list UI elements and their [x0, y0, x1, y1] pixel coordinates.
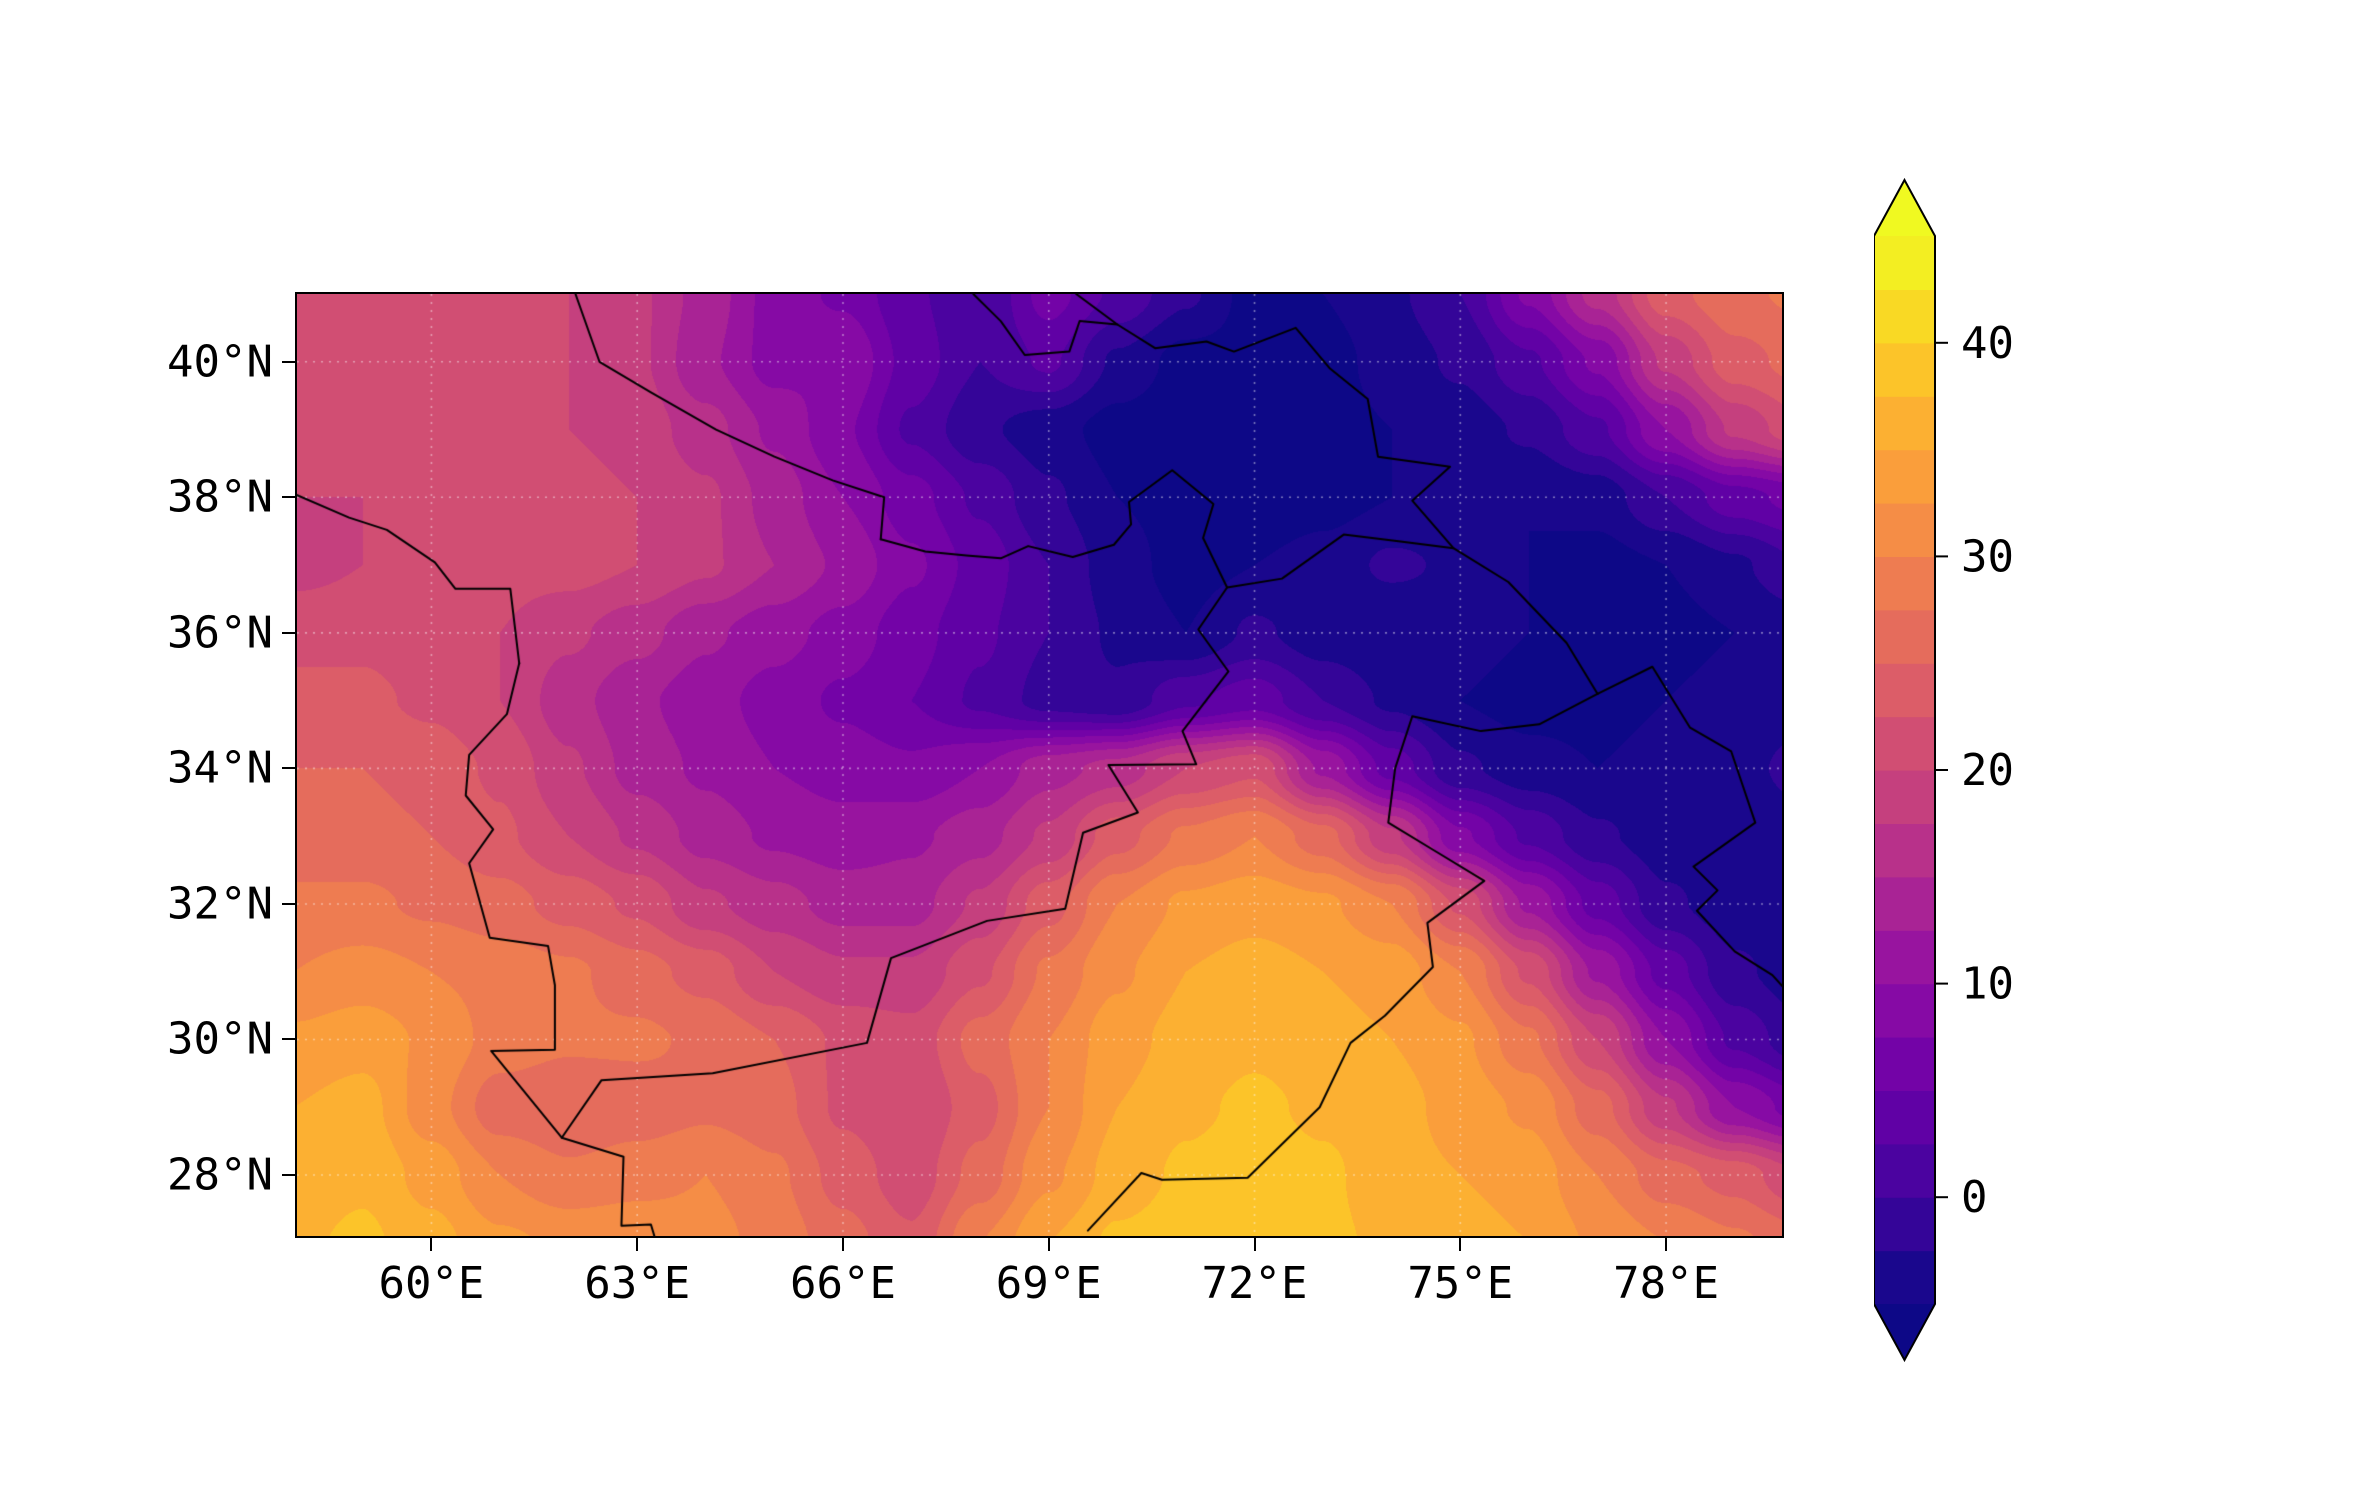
- colorbar-tick-label: 20: [1961, 745, 2014, 796]
- x-axis: 60°E 63°E 66°E 69°E 72°E 75°E 78°E: [297, 1238, 1782, 1328]
- map-plot-area: [295, 292, 1784, 1238]
- colorbar-tick-label: 40: [1961, 318, 2014, 369]
- colorbar-band: [1874, 556, 1935, 611]
- colorbar-under-arrow: [1874, 1304, 1935, 1360]
- colorbar-band: [1874, 449, 1935, 504]
- colorbar-band: [1874, 930, 1935, 985]
- colorbar-band: [1874, 503, 1935, 557]
- colorbar-band: [1874, 663, 1935, 718]
- colorbar-tick-label: 30: [1961, 531, 2014, 582]
- colorbar-band: [1874, 716, 1935, 771]
- y-tick-label: 30°N: [167, 1013, 273, 1065]
- colorbar-band: [1874, 342, 1935, 397]
- x-tick-label: 72°E: [1201, 1258, 1308, 1309]
- colorbar-tick-label: 0: [1961, 1172, 1988, 1223]
- colorbar-band: [1874, 1143, 1935, 1198]
- y-tick-label: 28°N: [167, 1149, 273, 1201]
- colorbar-band: [1874, 823, 1935, 878]
- colorbar: 40 30 20 10 0: [1874, 177, 2014, 1363]
- y-tick-label: 40°N: [167, 336, 273, 388]
- colorbar-band: [1874, 609, 1935, 664]
- x-tick-mark: [1459, 1238, 1462, 1251]
- x-tick-mark: [636, 1238, 639, 1251]
- y-tick-mark: [282, 496, 295, 499]
- colorbar-band: [1874, 983, 1935, 1038]
- y-tick-label: 32°N: [167, 878, 273, 930]
- colorbar-band: [1874, 289, 1935, 344]
- colorbar-over-arrow: [1874, 180, 1935, 236]
- x-tick-mark: [1253, 1238, 1256, 1251]
- x-tick-mark: [841, 1238, 844, 1251]
- x-tick-mark: [1665, 1238, 1668, 1251]
- x-tick-mark: [430, 1238, 433, 1251]
- x-tick-label: 66°E: [790, 1258, 896, 1309]
- colorbar-band: [1874, 236, 1935, 290]
- y-tick-mark: [282, 1038, 295, 1041]
- y-tick-label: 38°N: [167, 471, 273, 523]
- x-tick-label: 69°E: [995, 1258, 1102, 1309]
- x-tick-mark: [1047, 1238, 1050, 1251]
- colorbar-band: [1874, 770, 1935, 824]
- colorbar-band: [1874, 1197, 1935, 1252]
- x-tick-label: 63°E: [584, 1258, 691, 1309]
- y-tick-mark: [282, 767, 295, 770]
- y-tick-label: 34°N: [167, 742, 273, 794]
- x-tick-label: 78°E: [1613, 1258, 1720, 1309]
- y-tick-mark: [282, 631, 295, 634]
- y-tick-mark: [282, 360, 295, 363]
- y-tick-mark: [282, 1174, 295, 1176]
- y-tick-mark: [282, 902, 295, 905]
- x-tick-label: 75°E: [1407, 1258, 1514, 1309]
- y-axis: 40°N 38°N 36°N 34°N 32°N 30°N 28°N: [0, 294, 295, 1236]
- colorbar-tick-label: 10: [1961, 959, 2014, 1010]
- colorbar-band: [1874, 1090, 1935, 1145]
- colorbar-outline: [1874, 177, 1936, 1363]
- colorbar-band: [1874, 876, 1935, 931]
- x-tick-label: 60°E: [378, 1258, 485, 1309]
- y-tick-label: 36°N: [167, 607, 273, 659]
- colorbar-band: [1874, 1037, 1935, 1091]
- colorbar-band: [1874, 1250, 1935, 1305]
- temperature-map-canvas: [297, 294, 1782, 1236]
- colorbar-band: [1874, 396, 1935, 451]
